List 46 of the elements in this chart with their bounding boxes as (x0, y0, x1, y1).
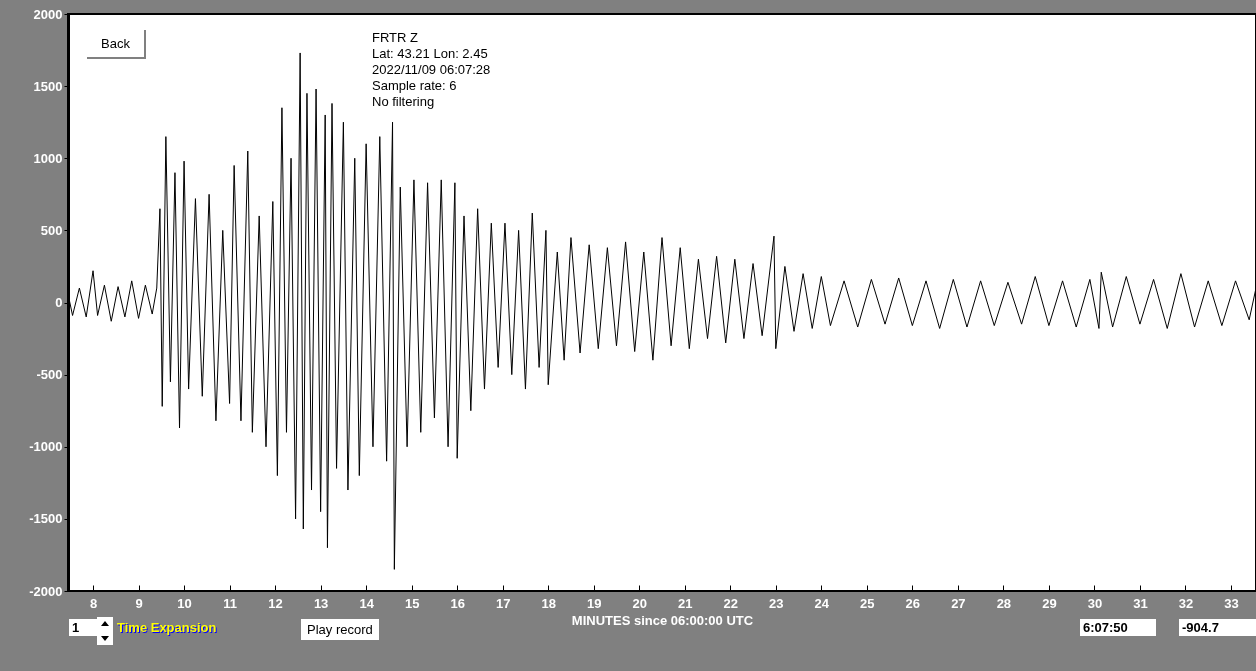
x-tick-label: 26 (905, 595, 921, 611)
x-tick-label: 22 (723, 595, 739, 611)
play-record-button: Play record (301, 619, 379, 640)
x-tick-label: 29 (1042, 595, 1057, 611)
x-tick-label: 25 (860, 595, 875, 611)
time-field: 6:07:50 (1080, 619, 1156, 636)
x-tick-label: 11 (223, 595, 237, 611)
x-tick-label: 24 (814, 595, 830, 611)
x-tick-label: 21 (678, 595, 693, 611)
x-tick-label: 31 (1133, 595, 1148, 611)
y-tick-label: 1000 (33, 150, 63, 166)
annotation: 2022/11/09 06:07:28 (372, 62, 491, 78)
y-tick-label: -1500 (29, 511, 63, 527)
x-tick-label: 20 (632, 595, 647, 611)
x-tick-label: 16 (450, 595, 465, 611)
annotation: No filtering (372, 94, 435, 110)
y-tick-label: 1500 (33, 78, 63, 94)
y-tick-label: -500 (36, 367, 63, 383)
back-button: Back (87, 30, 146, 59)
x-tick-label: 12 (268, 595, 283, 611)
text: Time Expansion (117, 620, 217, 635)
x-tick-label: 33 (1224, 595, 1239, 611)
annotation: Lat: 43.21 Lon: 2.45 (372, 46, 488, 62)
y-tick-label: 2000 (33, 6, 63, 22)
annotation: Sample rate: 6 (372, 78, 457, 94)
x-tick-label: 17 (495, 595, 511, 611)
x-axis-title: MINUTES since 06:00:00 UTC (571, 612, 754, 628)
x-tick-label: 8 (89, 595, 98, 611)
x-tick-label: 18 (541, 595, 556, 611)
x-tick-label: 9 (135, 595, 143, 611)
x-tick-label: 27 (951, 595, 966, 611)
annotation: FRTR Z (372, 30, 418, 46)
x-tick-label: 13 (313, 595, 329, 611)
x-tick-label: 19 (586, 595, 602, 611)
y-tick-label: -2000 (29, 583, 63, 599)
y-tick-label: 500 (40, 222, 63, 238)
x-tick-label: 14 (359, 595, 375, 611)
y-tick-label: -1000 (29, 439, 63, 455)
x-tick-label: 32 (1178, 595, 1194, 611)
x-tick-label: 28 (996, 595, 1012, 611)
y-tick-label: 0 (55, 295, 63, 310)
x-tick-label: 10 (177, 595, 192, 611)
value-field: -904.7 (1179, 619, 1256, 636)
x-tick-label: 30 (1087, 595, 1103, 611)
x-tick-label: 15 (404, 595, 420, 611)
x-tick-label: 23 (769, 595, 784, 611)
